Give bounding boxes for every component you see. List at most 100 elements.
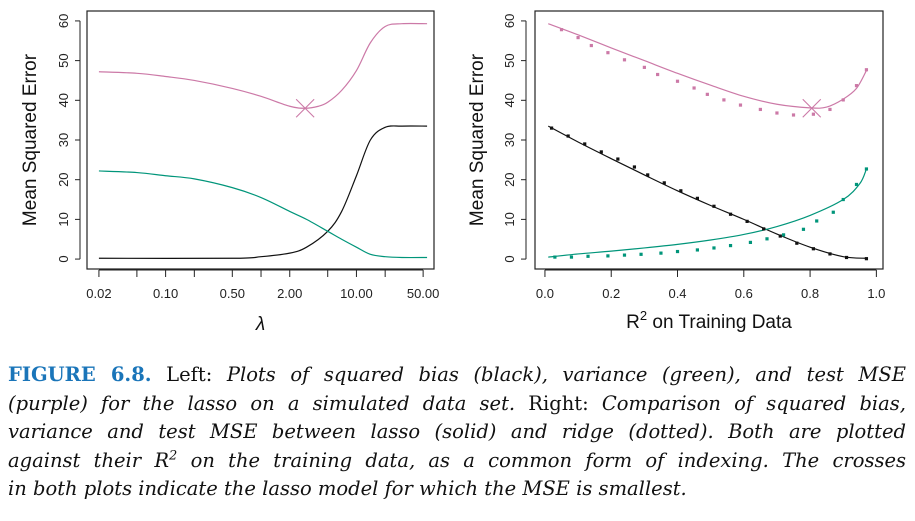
caption-text: Left: xyxy=(151,363,227,386)
x-axis-title: R2 on Training Data xyxy=(626,308,792,333)
min-mse-cross-marker xyxy=(295,98,315,118)
series-point-test-mse-ridge xyxy=(758,107,762,112)
x-axis-title-text: on Training Data xyxy=(647,312,792,333)
series-point-squared-bias-ridge xyxy=(828,252,832,256)
y-tick-label: 0 xyxy=(56,255,71,262)
x-tick-label: 1.0 xyxy=(867,286,885,301)
caption-line-2: (purple) for the lasso on a simulated da… xyxy=(8,390,906,419)
series-point-variance-ridge xyxy=(765,237,769,241)
series-point-squared-bias-ridge xyxy=(745,219,749,223)
y-tick-label: 30 xyxy=(56,133,71,147)
x-axis-title-sup: 2 xyxy=(640,308,647,323)
series-point-variance-ridge xyxy=(622,253,627,257)
caption-line-4: against their R2 on the training data, a… xyxy=(8,447,906,476)
y-tick-label: 20 xyxy=(502,172,517,186)
series-point-test-mse-ridge xyxy=(775,111,779,115)
series-point-test-mse-ridge xyxy=(559,28,564,32)
caption-line-5: in both plots indicate the lasso model f… xyxy=(8,477,687,501)
series-point-squared-bias-ridge xyxy=(632,165,637,169)
y-axis-title: Mean Squared Error xyxy=(467,53,488,226)
series-point-test-mse-ridge xyxy=(854,84,859,88)
series-point-variance-ridge xyxy=(712,246,716,250)
series-point-squared-bias-ridge xyxy=(583,142,587,146)
y-tick-label: 60 xyxy=(502,14,517,28)
series-point-squared-bias-ridge xyxy=(762,227,766,231)
series-point-variance-ridge xyxy=(553,255,557,259)
series-point-variance-ridge xyxy=(801,227,806,231)
caption-text: Plots of squared bias (black), variance … xyxy=(226,363,906,386)
caption-text: on the training data, as a common form o… xyxy=(177,448,906,472)
x-tick-label: 50.00 xyxy=(407,286,440,301)
x-tick-label: 0.0 xyxy=(536,286,554,301)
series-point-variance-ridge xyxy=(639,252,643,256)
series-point-variance-ridge xyxy=(841,197,845,202)
y-tick-label: 50 xyxy=(56,53,71,67)
y-tick-label: 10 xyxy=(56,212,71,226)
series-line-squared-bias-lasso xyxy=(547,125,867,259)
series-point-variance-ridge xyxy=(695,248,699,252)
series-point-squared-bias-ridge xyxy=(844,255,849,260)
series-point-squared-bias-ridge xyxy=(646,173,650,177)
series-point-variance-ridge xyxy=(569,255,574,259)
series-point-squared-bias-ridge xyxy=(728,212,733,216)
left-plot: 0 10 20 30 40 50 60 Mean Squared Error 0.02 0.10 0… xyxy=(20,10,440,335)
series-point-variance-ridge xyxy=(864,167,869,171)
right-plot: 0 10 20 30 40 50 60 Mean Squared Error 0.0 0.2 0.4… xyxy=(467,10,885,333)
x-tick-label: 0.50 xyxy=(220,286,245,301)
plot-frame xyxy=(86,10,435,270)
series-point-test-mse-ridge xyxy=(606,51,610,55)
series-point-variance-ridge xyxy=(831,210,835,214)
x-tick-label: 10.00 xyxy=(340,286,373,301)
series-point-squared-bias-ridge xyxy=(616,157,620,161)
x-tick-label: 0.02 xyxy=(86,286,111,301)
x-tick-label: 0.10 xyxy=(153,286,178,301)
series-point-variance-ridge xyxy=(854,182,859,187)
series-line-variance-lasso xyxy=(98,170,428,259)
series-point-test-mse-ridge xyxy=(642,65,646,69)
series-point-test-mse-ridge xyxy=(656,72,660,77)
caption-text: (purple) for the lasso on a simulated da… xyxy=(8,391,516,415)
series-point-squared-bias-ridge xyxy=(549,126,554,130)
caption-text: Right: xyxy=(515,391,602,415)
x-axis-title: λ xyxy=(255,314,265,335)
x-axis-title-text: λ xyxy=(255,314,265,335)
series-point-squared-bias-ridge xyxy=(679,189,683,193)
series-point-test-mse-ridge xyxy=(576,35,580,40)
x-tick-label: 0.2 xyxy=(602,286,620,301)
caption-text: Comparison of squared bias, xyxy=(601,391,907,415)
y-tick-label: 40 xyxy=(56,93,71,107)
series-line-variance-lasso xyxy=(548,168,867,258)
y-tick-label: 30 xyxy=(502,133,517,147)
x-axis-title-text: R xyxy=(626,312,640,333)
figure-caption: FIGURE 6.8. Left: Plots of squared bias … xyxy=(8,361,906,504)
min-mse-cross-marker xyxy=(802,98,822,118)
series-point-test-mse-ridge xyxy=(589,43,593,48)
x-tick-label: 0.8 xyxy=(801,286,819,301)
series-point-test-mse-ridge xyxy=(705,92,709,96)
x-tick-label: 2.00 xyxy=(277,286,302,301)
series-point-test-mse-ridge xyxy=(828,107,832,112)
series-point-squared-bias-ridge xyxy=(712,204,716,208)
series-point-squared-bias-ridge xyxy=(695,196,699,200)
y-axis-title: Mean Squared Error xyxy=(20,53,41,226)
series-point-variance-ridge xyxy=(748,240,753,245)
series-point-variance-ridge xyxy=(606,254,610,258)
series-point-test-mse-ridge xyxy=(811,112,815,116)
series-point-test-mse-ridge xyxy=(791,113,796,117)
series-point-test-mse-ridge xyxy=(864,68,869,72)
series-line-squared-bias-lasso xyxy=(98,125,428,260)
series-point-squared-bias-ridge xyxy=(566,134,570,138)
series-point-variance-ridge xyxy=(815,219,819,223)
series-point-variance-ridge xyxy=(728,243,733,248)
y-tick-label: 0 xyxy=(502,255,517,262)
series-point-variance-ridge xyxy=(675,249,680,254)
series-point-test-mse-ridge xyxy=(722,98,726,102)
caption-line-1: FIGURE 6.8. Left: Plots of squared bias … xyxy=(8,361,906,390)
y-tick-label: 10 xyxy=(502,212,517,226)
x-tick-label: 0.6 xyxy=(735,286,753,301)
y-tick-label: 50 xyxy=(502,53,517,67)
x-tick-label: 0.4 xyxy=(668,286,686,301)
y-tick-label: 60 xyxy=(56,14,71,28)
series-point-test-mse-ridge xyxy=(738,103,743,107)
